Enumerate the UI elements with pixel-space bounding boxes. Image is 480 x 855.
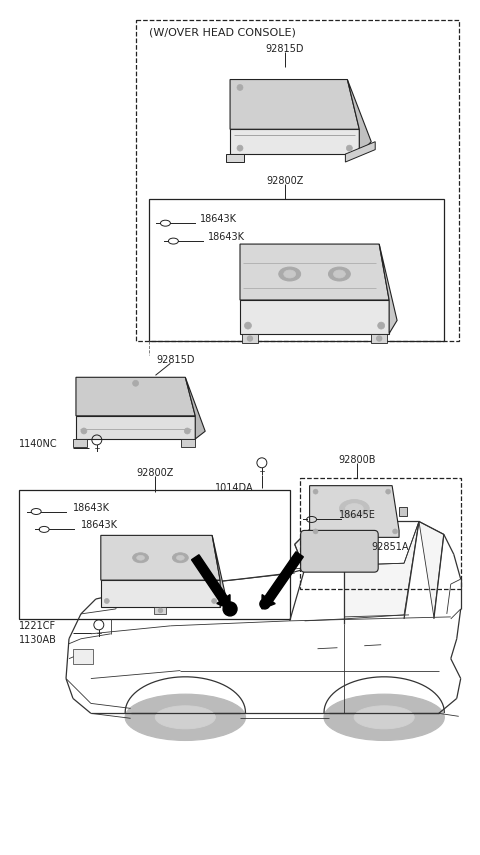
Ellipse shape bbox=[137, 555, 144, 560]
Bar bbox=[371, 333, 387, 344]
Text: (W/OVER HEAD CONSOLE): (W/OVER HEAD CONSOLE) bbox=[148, 27, 295, 38]
Polygon shape bbox=[379, 244, 397, 333]
Polygon shape bbox=[230, 129, 360, 154]
Polygon shape bbox=[344, 522, 419, 619]
Polygon shape bbox=[73, 439, 87, 447]
Circle shape bbox=[132, 380, 139, 386]
Text: 18643K: 18643K bbox=[208, 232, 245, 242]
Circle shape bbox=[244, 322, 252, 329]
Circle shape bbox=[385, 489, 391, 494]
Polygon shape bbox=[419, 522, 444, 617]
Text: 92800B: 92800B bbox=[338, 455, 376, 465]
Circle shape bbox=[260, 599, 270, 609]
Text: 18645E: 18645E bbox=[339, 510, 376, 521]
Polygon shape bbox=[230, 80, 360, 129]
Polygon shape bbox=[240, 244, 389, 300]
Polygon shape bbox=[76, 377, 195, 416]
Ellipse shape bbox=[125, 694, 245, 740]
Ellipse shape bbox=[339, 499, 369, 517]
Polygon shape bbox=[226, 154, 244, 162]
Ellipse shape bbox=[328, 267, 350, 281]
Polygon shape bbox=[101, 580, 220, 607]
Bar bbox=[136, 21, 459, 340]
Bar bbox=[19, 490, 290, 619]
Circle shape bbox=[81, 428, 87, 434]
Circle shape bbox=[237, 145, 243, 151]
Text: 18643K: 18643K bbox=[200, 215, 237, 224]
Circle shape bbox=[158, 609, 162, 612]
Text: 1014DA: 1014DA bbox=[215, 483, 254, 492]
Ellipse shape bbox=[176, 555, 184, 560]
Polygon shape bbox=[76, 416, 195, 439]
Ellipse shape bbox=[334, 270, 346, 278]
Circle shape bbox=[313, 489, 318, 494]
Polygon shape bbox=[212, 535, 226, 607]
Text: 92851A: 92851A bbox=[371, 542, 409, 552]
Polygon shape bbox=[101, 535, 220, 580]
Bar bbox=[73, 649, 93, 663]
Ellipse shape bbox=[155, 705, 216, 728]
Polygon shape bbox=[181, 439, 195, 447]
Polygon shape bbox=[185, 377, 205, 439]
Text: 92800Z: 92800Z bbox=[266, 176, 303, 186]
Polygon shape bbox=[310, 486, 399, 537]
Bar bbox=[155, 607, 167, 614]
Circle shape bbox=[223, 602, 237, 616]
Ellipse shape bbox=[346, 504, 363, 514]
Circle shape bbox=[377, 336, 382, 341]
Bar bbox=[242, 333, 258, 344]
Circle shape bbox=[347, 145, 352, 151]
Ellipse shape bbox=[354, 705, 414, 728]
Text: 92815D: 92815D bbox=[265, 44, 304, 54]
Polygon shape bbox=[346, 142, 375, 162]
Bar bbox=[148, 199, 444, 340]
Ellipse shape bbox=[132, 553, 148, 563]
Circle shape bbox=[184, 428, 190, 434]
Text: 1130AB: 1130AB bbox=[19, 634, 57, 645]
Text: 1221CF: 1221CF bbox=[19, 621, 57, 631]
Circle shape bbox=[212, 598, 216, 604]
FancyArrow shape bbox=[192, 555, 230, 609]
Circle shape bbox=[104, 598, 109, 604]
Ellipse shape bbox=[172, 553, 188, 563]
Ellipse shape bbox=[279, 267, 300, 281]
Circle shape bbox=[248, 336, 252, 341]
Ellipse shape bbox=[284, 270, 296, 278]
Text: 92800Z: 92800Z bbox=[137, 468, 174, 478]
Circle shape bbox=[393, 529, 397, 534]
Circle shape bbox=[378, 322, 384, 329]
FancyArrow shape bbox=[262, 551, 303, 609]
Polygon shape bbox=[295, 528, 344, 571]
Circle shape bbox=[237, 85, 243, 91]
Text: 92815D: 92815D bbox=[156, 356, 194, 365]
FancyBboxPatch shape bbox=[300, 530, 378, 572]
Polygon shape bbox=[348, 80, 371, 154]
Circle shape bbox=[313, 529, 318, 534]
Text: 18643K: 18643K bbox=[73, 503, 110, 512]
Ellipse shape bbox=[324, 694, 444, 740]
Text: 1140NC: 1140NC bbox=[19, 439, 58, 449]
Polygon shape bbox=[240, 300, 389, 333]
Bar bbox=[300, 478, 461, 589]
Text: 18643K: 18643K bbox=[81, 521, 118, 530]
Bar bbox=[399, 506, 407, 516]
